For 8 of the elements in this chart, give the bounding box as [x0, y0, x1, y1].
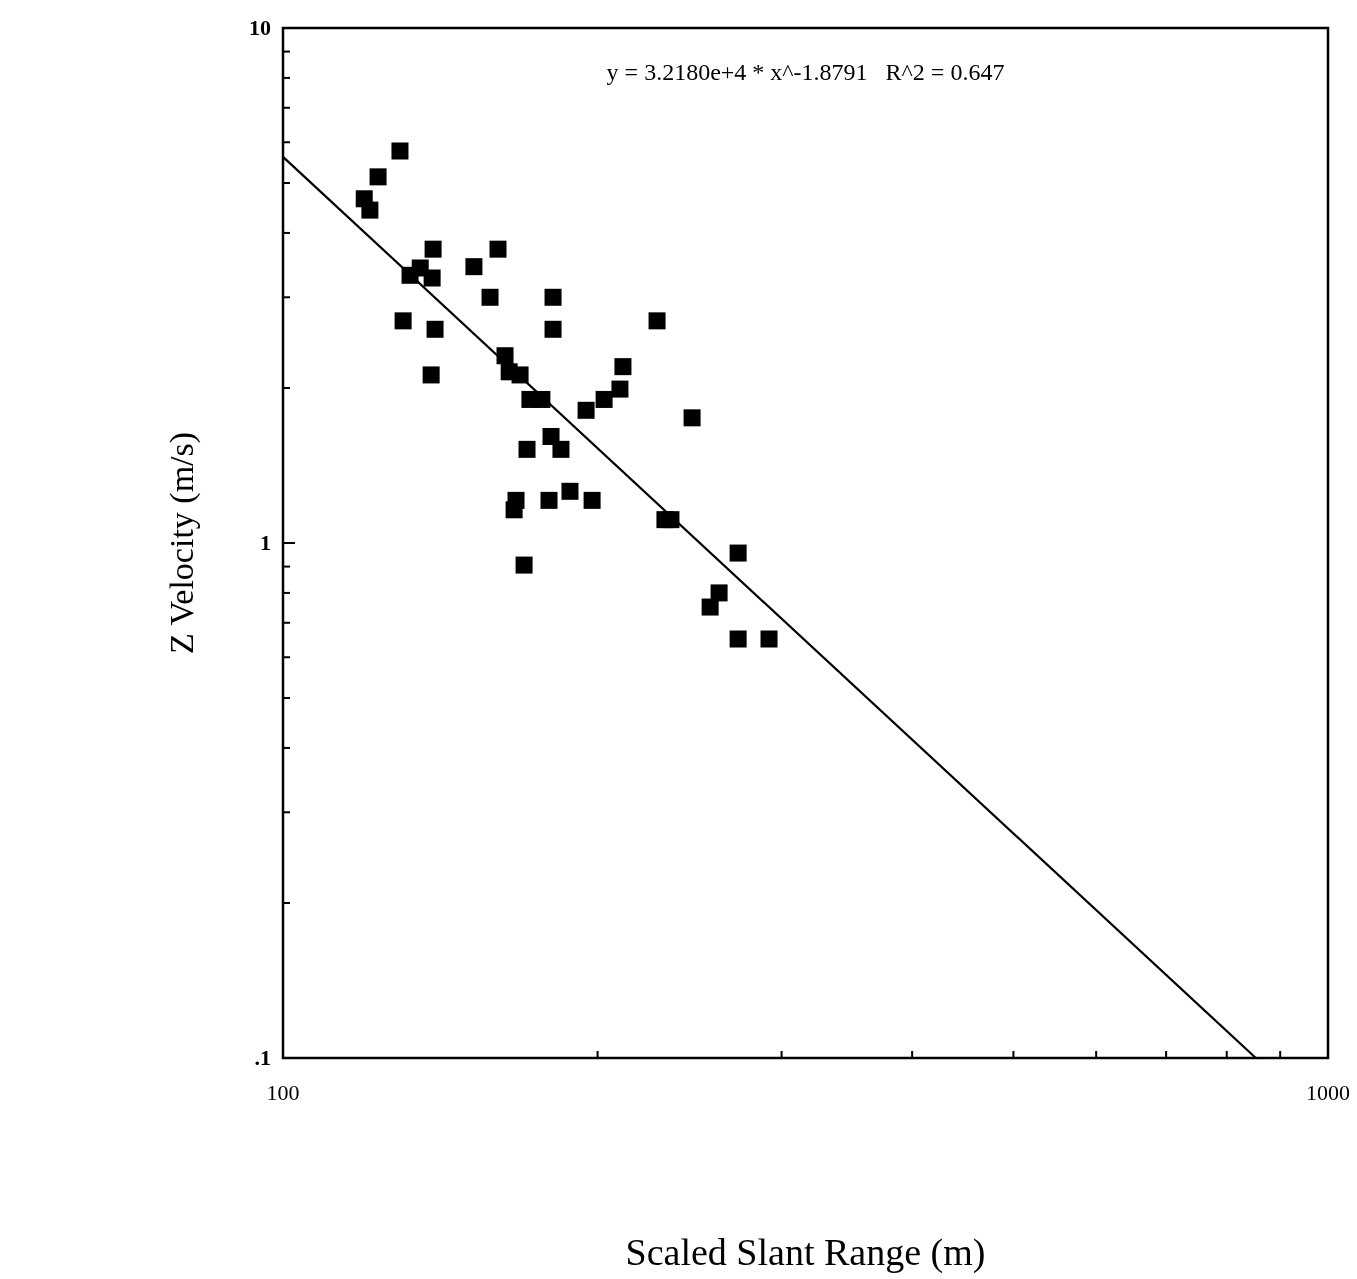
x-axis-title: Scaled Slant Range (m): [625, 1231, 986, 1274]
y-axis-title: Z Velocity (m/s): [163, 431, 201, 655]
x-tick-label: 100: [266, 1080, 300, 1105]
y-tick-label: 10: [249, 15, 271, 40]
x-tick-label: 1000: [1306, 1080, 1350, 1105]
y-tick-label: .1: [254, 1045, 271, 1070]
y-tick-label: 1: [260, 530, 271, 555]
annotation: y = 3.2180e+4 * x^-1.8791 R^2 = 0.647: [606, 59, 1005, 85]
